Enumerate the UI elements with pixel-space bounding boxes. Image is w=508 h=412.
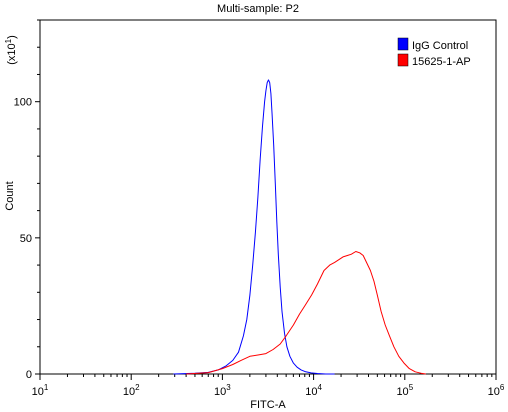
legend-swatch-igg-control <box>397 37 409 51</box>
series-line-15625-1-ap <box>186 251 426 375</box>
legend-label-igg-control: IgG Control <box>412 40 468 52</box>
y-multiplier-label: (x10 <box>6 43 18 64</box>
legend-label-15625-1-ap: 15625-1-AP <box>412 56 471 68</box>
y-multiplier: (x101) <box>4 35 18 65</box>
x-tick-label: 106 <box>488 383 505 398</box>
plot-frame <box>39 19 497 375</box>
x-tick-label: 104 <box>305 383 322 398</box>
legend: IgG Control 15625-1-AP <box>397 37 471 68</box>
chart-title: Multi-sample: P2 <box>217 3 299 15</box>
series-line-igg-control <box>173 79 335 375</box>
y-tick-label: 100 <box>14 97 32 109</box>
x-tick-label: 101 <box>32 383 49 398</box>
x-tick-label: 105 <box>396 383 413 398</box>
y-tick-label: 0 <box>26 369 32 381</box>
x-tick-label: 102 <box>123 383 140 398</box>
x-axis-label: FITC-A <box>250 399 286 411</box>
axis-ticks: 101 102 103 104 105 106 0 50 100 <box>14 19 505 398</box>
y-tick-label: 50 <box>20 233 32 245</box>
y-multiplier-exponent: 1 <box>4 38 13 43</box>
data-series <box>173 79 426 375</box>
x-tick-label: 103 <box>214 383 231 398</box>
legend-swatch-15625-1-ap <box>397 53 409 67</box>
y-axis-label: Count <box>4 181 16 210</box>
